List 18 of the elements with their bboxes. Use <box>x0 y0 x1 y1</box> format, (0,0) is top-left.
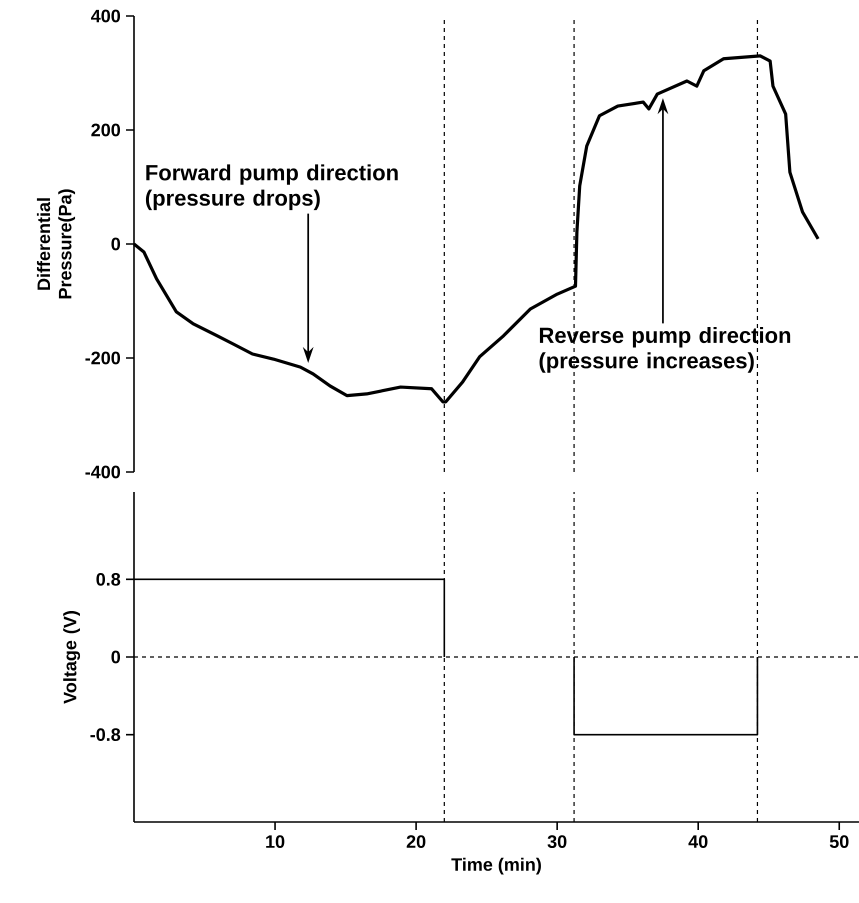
annotation: Reverse pump direction (pressure increases) <box>540 326 790 373</box>
x-tick-label: 30 <box>548 835 566 848</box>
y-tick-label: -0.8 <box>90 728 120 742</box>
y-tick-label: 400 <box>90 10 120 22</box>
y-tick-label: 200 <box>91 124 120 136</box>
x-tick-label: 50 <box>830 835 849 848</box>
y-axis-title: Differential Pressure(Pa) <box>36 189 76 298</box>
annotation: Forward pump direction (pressure drops) <box>146 164 398 210</box>
x-tick-label: 10 <box>266 835 284 848</box>
y-tick-label: -200 <box>85 352 120 364</box>
y-axis-title: Voltage (V) <box>63 611 80 704</box>
y-tick-label: 0 <box>111 238 120 250</box>
x-axis-title: Time (min) <box>451 858 541 874</box>
x-tick-label: 40 <box>688 835 708 848</box>
y-tick-label: -400 <box>85 466 120 478</box>
y-tick-label: 0.8 <box>96 572 120 586</box>
x-tick-label: 20 <box>406 835 426 848</box>
y-tick-label: 0 <box>111 650 120 664</box>
